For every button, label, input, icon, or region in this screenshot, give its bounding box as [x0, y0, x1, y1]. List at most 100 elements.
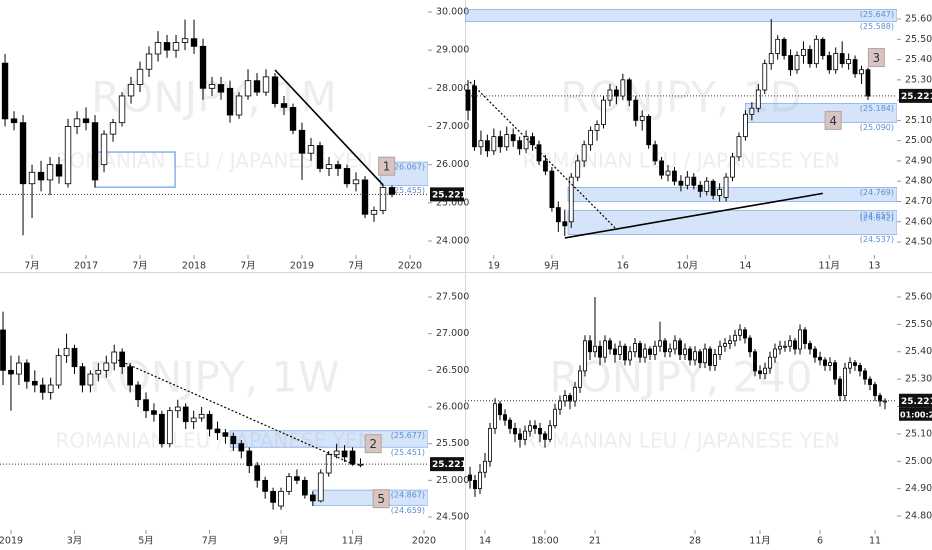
x-tick-label: 11月: [818, 261, 840, 272]
candle-body: [848, 362, 852, 369]
x-tick-label: 14: [739, 261, 751, 272]
candle-body: [190, 417, 197, 423]
candle-body: [181, 38, 189, 43]
candle-body: [753, 351, 757, 372]
candle-body: [370, 210, 378, 215]
candle-body: [262, 479, 269, 492]
candle-body: [873, 384, 877, 396]
candle-body: [172, 42, 180, 51]
countdown-box: [899, 407, 932, 421]
zone-label: (25.090): [860, 123, 894, 132]
candle-body: [703, 348, 707, 364]
candle-body: [763, 367, 767, 375]
tag-box: [824, 110, 842, 130]
candle-body: [235, 95, 243, 116]
x-tick-label: 5月: [138, 536, 154, 547]
watermark: RONJPY, 240: [550, 353, 813, 402]
candle-body: [349, 450, 356, 465]
candle-body: [538, 428, 542, 435]
trendline: [117, 359, 356, 466]
candle-body: [278, 490, 284, 507]
candle-body: [16, 362, 22, 375]
candle-body: [208, 84, 216, 89]
candle-body: [280, 103, 288, 108]
candle-body: [91, 122, 99, 181]
candle-body: [775, 38, 781, 54]
last-price-label: 25.221: [432, 460, 467, 470]
candle-body: [868, 378, 872, 386]
y-tick-label: 25.000: [905, 135, 932, 146]
candle-body: [483, 460, 487, 473]
candle-body: [46, 164, 54, 181]
y-tick-label: 24.500: [436, 512, 469, 523]
candle-body: [659, 160, 664, 176]
candle-body: [773, 348, 777, 358]
candle-body: [608, 340, 612, 350]
candle-body: [563, 395, 567, 402]
candle-body: [813, 348, 817, 358]
x-tick-label: 2017: [74, 261, 98, 272]
candle-body: [190, 38, 198, 47]
candle-body: [523, 136, 529, 150]
y-tick-label: 25.000: [436, 475, 469, 486]
candle-body: [793, 340, 797, 350]
candle-body: [361, 179, 369, 215]
last-price-label: 25.221: [432, 190, 467, 200]
y-tick-label: 27.000: [436, 328, 469, 339]
y-tick-label: 24.900: [905, 483, 932, 494]
candle-body: [182, 406, 189, 423]
candle-body: [493, 403, 497, 429]
zone-label: (25.455): [391, 186, 425, 195]
candle-body: [833, 53, 839, 71]
candle-body: [55, 355, 62, 386]
candle-body: [653, 345, 657, 355]
candle-body: [693, 351, 697, 361]
watermark: RONJPY, 1W: [88, 353, 339, 402]
candle-body: [8, 369, 14, 375]
candle-body: [37, 171, 45, 181]
candle-body: [246, 450, 253, 467]
candle-body: [663, 340, 667, 353]
candle-body: [518, 433, 522, 440]
candle-body: [588, 340, 592, 353]
candle-body: [510, 134, 516, 142]
x-tick-label: 2020: [398, 261, 422, 272]
x-tick-label: 11: [869, 536, 881, 547]
candle-body: [214, 428, 221, 434]
y-tick-label: 25.300: [905, 74, 932, 85]
candle-body: [523, 430, 527, 440]
candle-body: [698, 351, 702, 364]
candle-body: [723, 343, 727, 347]
plot-area: RONJPY, 240 ROMANIAN LEU / JAPANESE YEN: [468, 296, 887, 497]
candle-body: [558, 400, 562, 410]
candle-body: [704, 180, 710, 192]
candle-body: [768, 53, 774, 65]
candle-body: [578, 370, 582, 388]
candle-body: [238, 443, 245, 452]
zone-label: (25.451): [391, 448, 425, 457]
candle-body: [73, 118, 81, 127]
y-tick-label: 25.500: [905, 34, 932, 45]
candle-body: [79, 366, 86, 386]
candle-body: [504, 134, 510, 148]
candle-body: [536, 144, 542, 162]
candle-body: [163, 42, 171, 51]
candle-body: [222, 432, 229, 437]
candle-body: [620, 79, 626, 97]
candle-body: [244, 80, 252, 97]
candle-body: [678, 340, 682, 355]
x-tick-label: 13: [868, 261, 880, 272]
y-tick-label: 25.600: [905, 14, 932, 25]
y-tick-label: 24.800: [905, 176, 932, 187]
candle-body: [626, 79, 632, 101]
last-price-box: [430, 187, 464, 202]
candle-body: [517, 140, 523, 150]
candle-body: [743, 329, 747, 339]
candle-body: [762, 63, 768, 91]
candle-body: [697, 184, 703, 192]
candle-body: [199, 45, 207, 89]
candle-body: [738, 329, 742, 336]
candle-body: [206, 413, 213, 430]
candle-body: [633, 343, 637, 353]
